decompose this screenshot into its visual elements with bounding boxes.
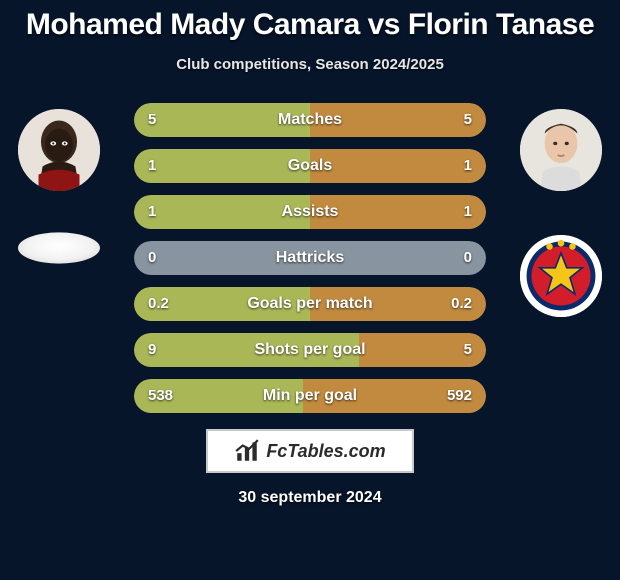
player-left-avatar [18,109,100,191]
footer-date: 30 september 2024 [0,489,620,507]
stat-row: 0.20.2Goals per match [134,287,486,321]
stat-row: 538592Min per goal [134,379,486,413]
stat-label: Matches [134,103,486,137]
stat-row: 11Goals [134,149,486,183]
player-right-avatar [520,109,602,191]
stat-label: Goals [134,149,486,183]
club-left-badge [18,232,100,263]
brand-badge: FcTables.com [206,429,414,473]
club-right-badge [520,235,602,317]
stat-row: 11Assists [134,195,486,229]
stat-row: 00Hattricks [134,241,486,275]
stat-label: Hattricks [134,241,486,275]
page-title: Mohamed Mady Camara vs Florin Tanase [0,0,620,42]
comparison-chart: 55Matches 11Goals 11Assists 00Hattricks 0.20… [0,103,620,413]
stat-row: 95Shots per goal [134,333,486,367]
stat-label: Assists [134,195,486,229]
stat-label: Min per goal [134,379,486,413]
avatar-right-icon [520,109,602,191]
subtitle: Club competitions, Season 2024/2025 [0,56,620,73]
stat-label: Goals per match [134,287,486,321]
stat-label: Shots per goal [134,333,486,367]
fcsb-crest-icon [520,235,602,317]
chart-icon [234,438,260,464]
brand-text: FcTables.com [266,441,385,462]
avatar-left-icon [18,109,100,191]
stat-rows: 55Matches 11Goals 11Assists 00Hattricks 0.20… [134,103,486,413]
stat-row: 55Matches [134,103,486,137]
